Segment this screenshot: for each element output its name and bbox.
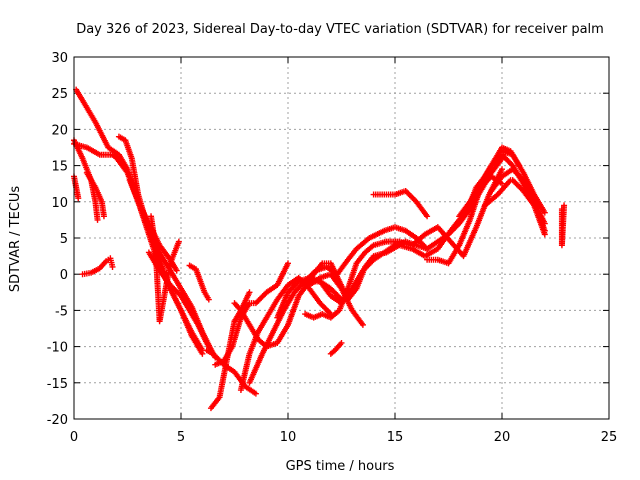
y-tick-label: -5: [55, 304, 68, 319]
data-point: [173, 267, 180, 274]
x-tick-label: 10: [280, 430, 297, 445]
y-axis-ticks: -20 -15 -10 -5 0 5 10 15 20 25 30: [47, 51, 609, 428]
plot-frame: [73, 56, 610, 420]
series-track-21: [306, 271, 366, 328]
y-tick-label: 5: [60, 232, 68, 247]
y-tick-label: 0: [60, 268, 68, 283]
y-tick-label: 15: [51, 160, 68, 175]
y-axis-label: SDTVAR / TECUs: [8, 186, 23, 293]
data-point: [246, 289, 253, 296]
series-track-3: [71, 137, 101, 223]
x-axis-label: GPS time / hours: [286, 459, 395, 474]
series-track-28: [509, 177, 548, 238]
data-point: [541, 231, 548, 238]
x-tick-label: 25: [601, 430, 618, 445]
y-tick-label: -15: [47, 377, 68, 392]
chart-title: Day 326 of 2023, Sidereal Day-to-day VTE…: [76, 22, 604, 37]
series-track-9: [148, 213, 182, 325]
y-tick-label: 20: [51, 123, 68, 138]
data-point: [507, 177, 514, 184]
data-point: [75, 195, 82, 202]
data-point: [285, 260, 291, 267]
x-tick-label: 15: [387, 430, 404, 445]
data-point: [205, 296, 212, 303]
data-point: [100, 213, 107, 220]
data-point: [199, 350, 206, 357]
series-track-14: [212, 260, 291, 368]
data-point: [541, 209, 548, 216]
data-point: [561, 202, 568, 209]
x-tick-label: 0: [70, 430, 78, 445]
series-track-29: [481, 177, 514, 209]
series-track-15: [237, 274, 334, 394]
data-point: [359, 321, 366, 328]
series-track-11: [186, 262, 212, 303]
series-track-16: [231, 278, 345, 350]
data-point: [424, 213, 431, 220]
data-point: [499, 166, 505, 173]
y-tick-label: 10: [51, 196, 68, 211]
series-track-30: [558, 202, 568, 249]
y-tick-label: 30: [51, 51, 68, 66]
data-point: [252, 390, 259, 397]
data-point: [109, 263, 116, 270]
data-point: [338, 339, 345, 346]
x-axis-ticks: 0 5 10 15 20 25: [70, 57, 617, 445]
data-point: [175, 238, 182, 245]
series-track-27: [499, 148, 548, 216]
y-tick-label: 25: [51, 87, 68, 102]
series-track-5: [79, 255, 116, 278]
series-track-4: [83, 169, 107, 220]
y-tick-label: -20: [47, 413, 68, 428]
series-track-23: [370, 187, 431, 220]
x-tick-label: 20: [494, 430, 511, 445]
x-tick-label: 5: [177, 430, 185, 445]
data-point: [499, 180, 505, 187]
series-track-22: [327, 339, 345, 357]
data-point: [94, 216, 101, 223]
y-tick-label: -10: [47, 341, 68, 356]
series-track-1: [71, 173, 82, 202]
data-points: [71, 86, 568, 412]
